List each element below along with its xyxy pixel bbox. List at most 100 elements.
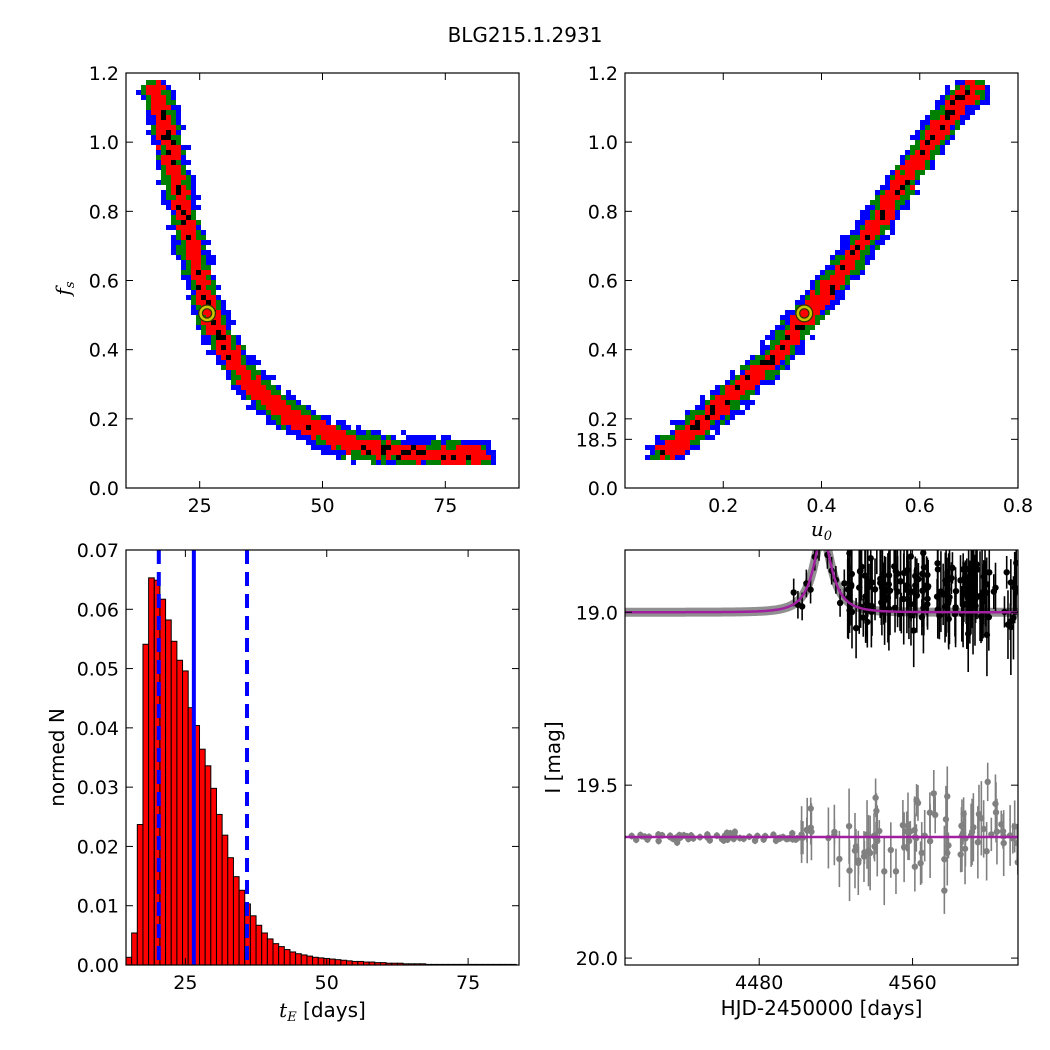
density-cell-red [261, 385, 266, 390]
density-cell-blue [895, 215, 900, 220]
data-point [942, 577, 949, 584]
density-cell-green [670, 435, 675, 440]
density-cell-green [855, 235, 860, 240]
data-point [861, 572, 869, 579]
density-cell-red [975, 95, 980, 100]
data-point [871, 586, 879, 593]
density-cell-blue [206, 260, 211, 265]
density-cell-green [201, 245, 206, 250]
density-cell-red [930, 120, 935, 125]
density-cell-red [800, 320, 805, 325]
density-cell-red [880, 195, 885, 200]
density-cell-green [166, 95, 171, 100]
density-cell-red [960, 90, 965, 95]
density-cell-blue [845, 235, 850, 240]
density-cell-red [890, 195, 895, 200]
density-cell-red [296, 425, 301, 430]
data-point [892, 567, 899, 575]
density-cell-red [186, 255, 191, 260]
density-cell-red [426, 455, 431, 460]
density-cell-red [166, 135, 171, 140]
density-cell-red [446, 455, 451, 460]
density-cell-green [286, 400, 291, 405]
x-axis-label: u0 [811, 517, 832, 544]
density-cell-green [870, 240, 875, 245]
density-cell-green [166, 190, 171, 195]
density-cell-blue [810, 285, 815, 290]
density-cell-red [935, 140, 940, 145]
x-tick-label: 50 [310, 495, 334, 517]
density-cell-red [211, 330, 216, 335]
density-cell-blue [196, 225, 201, 230]
density-cell-blue [326, 450, 331, 455]
density-cell-red [206, 310, 211, 315]
density-cell-red [211, 300, 216, 305]
density-cell-green [271, 385, 276, 390]
density-cell-blue [980, 100, 985, 105]
density-cell-red [785, 350, 790, 355]
data-point [885, 572, 893, 579]
density-cell-red [161, 100, 166, 105]
data-point [985, 613, 993, 621]
density-cell-red [176, 210, 181, 215]
density-cell-red [750, 375, 755, 380]
histogram-bar [300, 954, 308, 965]
density-cell-red [456, 460, 461, 465]
density-cell-red [226, 350, 231, 355]
residual-point [1013, 839, 1018, 847]
density-cell-blue [800, 345, 805, 350]
density-cell-blue [326, 420, 331, 425]
data-point [848, 608, 856, 616]
density-cell-red [181, 215, 186, 220]
density-cell-red [920, 160, 925, 165]
density-cell-green [835, 255, 840, 260]
density-cell-red [326, 430, 331, 435]
density-cell-blue [875, 190, 880, 195]
density-cell-blue [276, 385, 281, 390]
density-cell-red [191, 260, 196, 265]
density-cell-red [920, 150, 925, 155]
density-cell-green [785, 325, 790, 330]
density-cell-blue [421, 460, 426, 465]
density-cell-red [446, 460, 451, 465]
density-cell-green [401, 460, 406, 465]
density-cell-blue [870, 205, 875, 210]
density-cell-red [461, 455, 466, 460]
density-cell-green [176, 250, 181, 255]
histogram-bar [340, 959, 348, 965]
density-cell-blue [206, 340, 211, 345]
figure-title: BLG215.1.2931 [448, 23, 603, 47]
density-cell-red [890, 210, 895, 215]
density-cell-red [166, 120, 171, 125]
density-cell-red [810, 305, 815, 310]
density-cell-green [161, 165, 166, 170]
density-cell-red [955, 100, 960, 105]
residual-point [836, 855, 843, 863]
density-cell-red [820, 300, 825, 305]
density-cell-blue [915, 135, 920, 140]
density-cell-green [760, 355, 765, 360]
density-cell-blue [745, 360, 750, 365]
density-cell-red [471, 455, 476, 460]
density-cell-blue [291, 430, 296, 435]
density-cell-red [166, 145, 171, 150]
density-cell-green [775, 330, 780, 335]
density-cell-red [840, 265, 845, 270]
density-cell-red [211, 295, 216, 300]
density-cell-green [296, 405, 301, 410]
density-cell-red [301, 430, 306, 435]
density-cell-green [186, 185, 191, 190]
density-cell-red [276, 395, 281, 400]
density-cell-red [321, 430, 326, 435]
density-cell-blue [356, 430, 361, 435]
density-cell-green [351, 450, 356, 455]
density-cell-green [241, 360, 246, 365]
density-cell-red [670, 445, 675, 450]
density-cell-red [830, 290, 835, 295]
density-cell-blue [775, 375, 780, 380]
density-cell-red [311, 420, 316, 425]
density-cell-red [341, 430, 346, 435]
density-cell-blue [785, 315, 790, 320]
residual-point [914, 799, 922, 807]
density-cell-green [231, 335, 236, 340]
